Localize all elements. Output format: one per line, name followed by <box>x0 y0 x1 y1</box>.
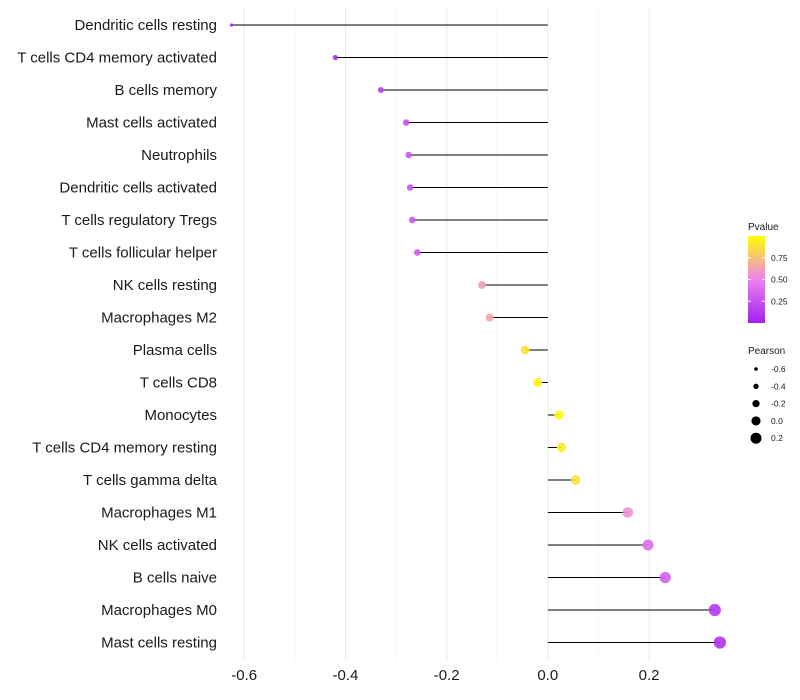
pearson-legend-title: Pearson <box>748 346 785 357</box>
pvalue-legend-ticks: 0.25 0.50 0.75 <box>748 253 788 306</box>
category-label: T cells CD4 memory activated <box>17 50 217 67</box>
data-point <box>485 313 494 322</box>
category-label: Macrophages M2 <box>101 310 217 327</box>
category-label: B cells memory <box>114 82 217 99</box>
legend: Pvalue 0.25 0.50 0.75 Pearson -0.6 -0.4 -0.2… <box>748 222 788 444</box>
pvalue-color-bar <box>748 236 765 323</box>
category-label: Macrophages M0 <box>101 602 217 619</box>
pearson-legend-label: -0.4 <box>771 381 786 391</box>
data-point <box>229 23 234 27</box>
data-point <box>708 603 721 617</box>
data-point <box>642 539 654 551</box>
category-label: Macrophages M1 <box>101 505 217 522</box>
data-point <box>556 442 567 453</box>
pearson-legend-dot <box>753 383 759 390</box>
data-point <box>408 216 416 224</box>
category-label: Monocytes <box>144 407 217 424</box>
points <box>229 23 727 649</box>
category-label: T cells follicular helper <box>69 245 217 262</box>
category-label: NK cells activated <box>98 537 217 554</box>
category-label: Plasma cells <box>133 342 217 359</box>
pvalue-tick-label: 0.25 <box>771 296 788 306</box>
category-label: T cells gamma delta <box>83 472 218 489</box>
x-axis-ticks: -0.6 -0.4 -0.2 0.0 0.2 <box>231 667 659 684</box>
data-point <box>332 54 338 61</box>
pearson-legend-dot <box>752 399 760 408</box>
data-point <box>659 571 671 584</box>
pearson-legend-dot <box>751 416 761 426</box>
pvalue-legend-title: Pvalue <box>748 222 779 233</box>
pearson-legend-label: 0.2 <box>771 433 783 443</box>
y-axis-labels: Dendritic cells resting T cells CD4 memor… <box>17 17 217 652</box>
pearson-legend-dot <box>754 367 758 371</box>
data-point <box>533 378 543 387</box>
data-point <box>478 281 487 289</box>
x-tick-label: -0.4 <box>333 667 359 684</box>
pvalue-tick-label: 0.75 <box>771 253 788 263</box>
category-label: T cells regulatory Tregs <box>61 212 217 229</box>
pearson-legend-label: -0.2 <box>771 399 786 409</box>
data-point <box>622 507 634 518</box>
category-label: NK cells resting <box>113 277 217 294</box>
data-point <box>713 636 727 649</box>
pearson-legend-items: -0.6 -0.4 -0.2 0.0 0.2 <box>750 364 786 444</box>
pearson-legend-dot <box>750 432 762 444</box>
data-point <box>405 151 412 159</box>
data-point <box>570 475 581 485</box>
pearson-legend-label: -0.6 <box>771 364 786 374</box>
x-tick-label: -0.6 <box>231 667 257 684</box>
category-label: Neutrophils <box>141 147 217 164</box>
pvalue-tick-label: 0.50 <box>771 275 788 285</box>
data-point <box>554 410 564 420</box>
data-point <box>406 184 414 191</box>
data-point <box>413 249 421 256</box>
category-label: Mast cells resting <box>101 635 217 652</box>
pearson-legend-label: 0.0 <box>771 416 783 426</box>
category-label: Dendritic cells activated <box>59 180 217 197</box>
grid-lines <box>243 8 650 660</box>
data-point <box>377 86 384 94</box>
data-point <box>402 119 410 126</box>
category-label: B cells naive <box>133 570 217 587</box>
data-point <box>520 345 530 355</box>
x-tick-label: 0.2 <box>639 667 660 684</box>
category-label: T cells CD8 <box>140 375 217 392</box>
category-label: Dendritic cells resting <box>74 17 217 34</box>
category-label: T cells CD4 memory resting <box>32 440 217 457</box>
x-tick-label: 0.0 <box>537 667 558 684</box>
category-label: Mast cells activated <box>86 115 217 132</box>
x-tick-label: -0.2 <box>434 667 460 684</box>
